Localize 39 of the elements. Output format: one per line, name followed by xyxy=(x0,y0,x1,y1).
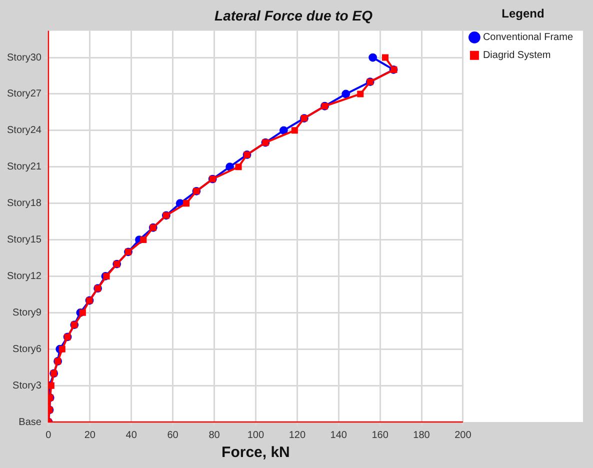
x-tick-label: 120 xyxy=(288,430,306,441)
point xyxy=(279,126,288,135)
y-tick-label: Base xyxy=(18,416,42,428)
x-tick-label: 180 xyxy=(413,430,430,441)
legend-title: Legend xyxy=(502,6,544,20)
point xyxy=(368,53,378,62)
y-tick-label: Story18 xyxy=(6,198,42,210)
x-tick-label: 20 xyxy=(84,430,96,441)
x-tick-label: 140 xyxy=(330,430,348,441)
point xyxy=(183,200,190,207)
y-tick-label: Story9 xyxy=(12,307,42,318)
x-tick-label: 80 xyxy=(208,430,220,441)
y-tick-label: Story3 xyxy=(12,380,42,392)
point xyxy=(58,346,66,352)
x-tick-label: 100 xyxy=(247,430,264,441)
point xyxy=(382,54,388,61)
legend-label: Conventional Frame xyxy=(482,32,574,44)
x-tick-label: 0 xyxy=(46,430,52,441)
y-tick-label: Story21 xyxy=(6,162,42,173)
y-tick-label: Story27 xyxy=(6,88,42,100)
x-tick-label: 60 xyxy=(167,430,179,441)
y-tick-label: Story6 xyxy=(12,344,42,355)
x-axis-title: Force, kN xyxy=(222,444,290,462)
y-tick-label: Story24 xyxy=(6,125,42,136)
x-tick-label: 40 xyxy=(126,430,138,441)
y-tick-label: Story15 xyxy=(6,234,42,246)
point xyxy=(357,90,364,98)
y-tick-label: Story30 xyxy=(6,52,42,64)
point xyxy=(226,162,234,172)
point xyxy=(140,236,147,244)
x-tick-label: 160 xyxy=(372,430,389,441)
chart-title: Lateral Force due to EQ xyxy=(214,7,373,24)
y-tick-label: Story12 xyxy=(6,270,42,282)
x-tick-label: 200 xyxy=(454,430,472,441)
point xyxy=(235,164,242,170)
point xyxy=(291,127,298,134)
point xyxy=(342,90,350,98)
legend-label: Diagrid System xyxy=(482,50,551,62)
point xyxy=(79,309,86,316)
